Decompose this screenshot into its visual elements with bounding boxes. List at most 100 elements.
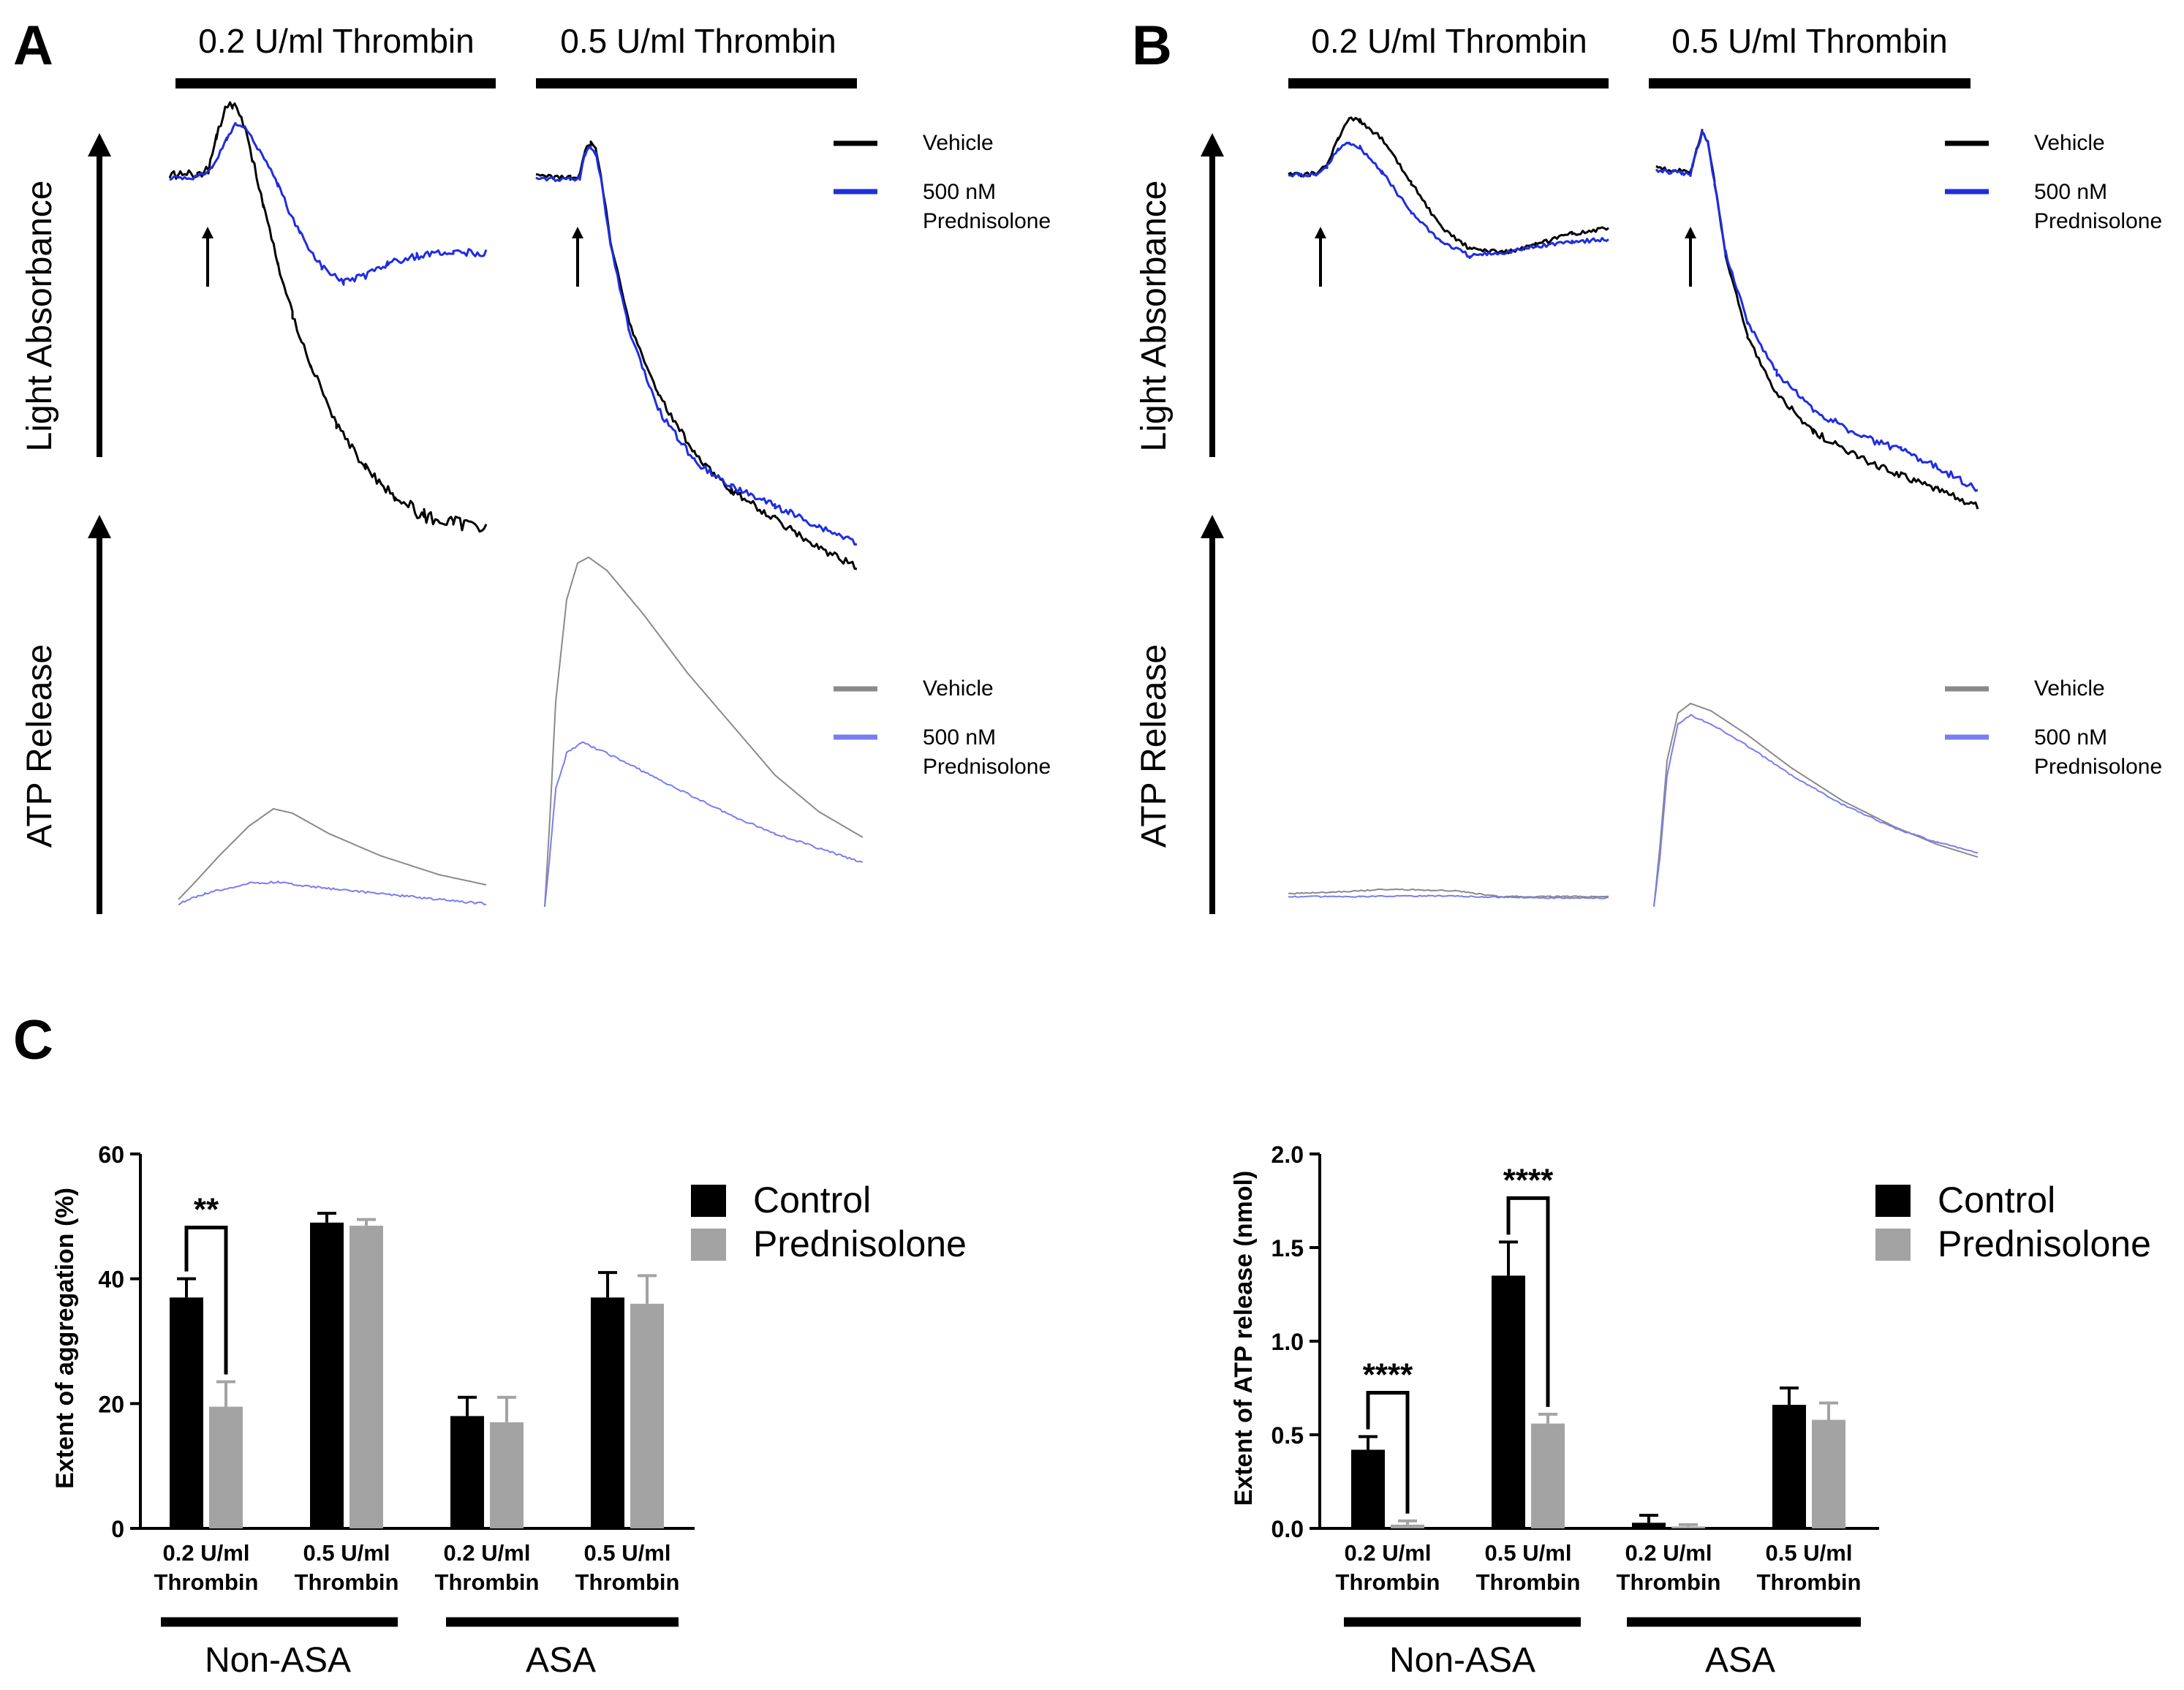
panel-b-letter: B [1132,15,1172,77]
legend-swatch-control [691,1185,726,1217]
panel-a-agg-y-label: Light Absorbance [20,181,59,452]
x-tick-label: 0.2 U/ml [444,1540,531,1566]
significance-bracket [184,1226,228,1375]
significance-label: **** [1363,1357,1413,1393]
prednisolone-bar [1671,1526,1705,1528]
panel-a-atp-low-vehicle-trace [178,808,487,900]
x-tick-label: 0.5 U/ml [1485,1540,1572,1566]
x-tick-label: 0.5 U/ml [1766,1540,1853,1566]
legend-label-control: Control [1938,1180,2055,1221]
panel-a-atp-high-vehicle-trace [544,557,864,908]
y-tick-label: 20 [98,1391,124,1417]
control-bar [1632,1523,1666,1528]
panel-b-header-low: 0.2 U/ml Thrombin [1311,22,1587,60]
legend-swatch-prednisolone [691,1229,726,1261]
x-tick-label: Thrombin [1617,1569,1721,1595]
panel-b-header-high: 0.5 U/ml Thrombin [1671,22,1948,60]
control-bar [1772,1405,1806,1528]
x-tick-label: 0.2 U/ml [1345,1540,1432,1566]
x-tick-label: 0.5 U/ml [303,1540,390,1566]
panel-b-atp-high-prednisolone-trace [1653,714,1979,907]
panel-c-letter: C [13,1009,53,1071]
legend-label-prednisolone: Prednisolone [1938,1223,2151,1264]
prednisolone-bar [349,1226,383,1528]
significance-bracket [1366,1391,1410,1514]
legend-swatch-control [1875,1185,1911,1217]
y-tick-label: 2.0 [1272,1142,1304,1168]
y-tick-label: 60 [98,1142,124,1168]
y-tick-label: 0 [111,1516,124,1542]
group-label: Non-ASA [1389,1641,1535,1680]
panel-a-atp-y-label: ATP Release [20,644,59,848]
panel-b-agg-high-prednisolone-trace [1655,129,1979,492]
x-tick-label: 0.2 U/ml [1625,1540,1712,1566]
group-label: ASA [526,1641,596,1680]
legend-label-500nm: 500 nM [923,725,996,750]
control-bar [170,1297,203,1528]
panel-a-agg-low-prednisolone-trace [169,121,488,286]
x-tick-label: Thrombin [154,1569,259,1595]
legend-swatch-prednisolone [1875,1229,1911,1261]
panel-a-header-low: 0.2 U/ml Thrombin [198,22,475,60]
x-tick-label: Thrombin [1757,1569,1862,1595]
panel-b-atp-high-vehicle-trace [1653,703,1979,908]
significance-label: **** [1503,1162,1554,1198]
panel-b-agg-y-label: Light Absorbance [1135,181,1174,452]
legend-label-vehicle: Vehicle [923,676,994,701]
panel-b-agg-high-vehicle-trace [1655,129,1979,510]
x-tick-label: 0.5 U/ml [584,1540,671,1566]
panel-b: B 0.2 U/ml Thrombin 0.5 U/ml Thrombin Li… [1132,15,2162,914]
x-tick-label: 0.2 U/ml [163,1540,250,1566]
panel-b-agg-legend: Vehicle 500 nM Prednisolone [1945,131,2162,233]
y-tick-label: 1.0 [1272,1329,1304,1355]
legend-label-vehicle: Vehicle [923,131,994,155]
legend-label-prednisolone: Prednisolone [2034,209,2162,233]
legend-label-500nm: 500 nM [923,180,996,204]
legend-label-500nm: 500 nM [2034,180,2107,204]
legend-label-500nm: 500 nM [2034,725,2107,750]
panel-a-atp-legend: Vehicle 500 nM Prednisolone [834,676,1051,779]
x-tick-label: Thrombin [295,1569,399,1595]
panel-a-header-high: 0.5 U/ml Thrombin [560,22,836,60]
panel-a-agg-low-vehicle-trace [168,101,488,533]
x-tick-label: Thrombin [1476,1569,1581,1595]
panel-b-agg-low-prednisolone-trace [1288,141,1609,260]
legend-label-control: Control [753,1180,871,1221]
legend-label-prednisolone: Prednisolone [923,755,1051,779]
control-bar [1492,1275,1525,1528]
prednisolone-bar [490,1422,524,1528]
control-bar [1351,1449,1385,1528]
x-tick-label: Thrombin [575,1569,680,1595]
significance-bracket [1506,1196,1550,1407]
prednisolone-bar [209,1406,243,1528]
legend-label-prednisolone: Prednisolone [923,209,1051,233]
y-tick-label: 0.5 [1272,1422,1304,1449]
aggregation-bar-chart: 0 20 40 60 Extent of aggregation (%) 0.2 U/ml… [51,1142,967,1680]
group-label: ASA [1705,1641,1775,1680]
group-label: Non-ASA [205,1641,351,1680]
prednisolone-bar [1391,1524,1424,1528]
control-bar [310,1222,344,1528]
control-bar [450,1416,484,1528]
panel-b-atp-y-label: ATP Release [1135,644,1174,848]
significance-label: ** [194,1192,219,1228]
x-tick-label: Thrombin [435,1569,540,1595]
x-tick-label: Thrombin [1336,1569,1440,1595]
panel-a: A 0.2 U/ml Thrombin 0.5 U/ml Thrombin Li… [13,15,1051,914]
y-tick-label: 1.5 [1272,1235,1304,1261]
atp-release-bar-chart: 0.0 0.5 1.0 1.5 2.0 Extent of ATP release (nm… [1230,1142,2151,1680]
y-axis-label: Extent of ATP release (nmol) [1230,1171,1258,1506]
y-tick-label: 40 [98,1267,124,1293]
prednisolone-bar [1812,1419,1845,1528]
control-bar [591,1297,624,1528]
panel-a-atp-high-prednisolone-trace [544,741,864,907]
panel-b-atp-legend: Vehicle 500 nM Prednisolone [1945,676,2162,779]
panel-a-agg-high-vehicle-trace [535,140,858,570]
panel-a-letter: A [13,15,53,77]
y-axis-label: Extent of aggregation (%) [51,1188,79,1489]
panel-a-atp-low-prednisolone-trace [178,880,486,906]
legend-label-prednisolone: Prednisolone [753,1223,967,1264]
panel-b-atp-low-vehicle-trace [1288,888,1609,898]
prednisolone-bar [630,1303,664,1528]
